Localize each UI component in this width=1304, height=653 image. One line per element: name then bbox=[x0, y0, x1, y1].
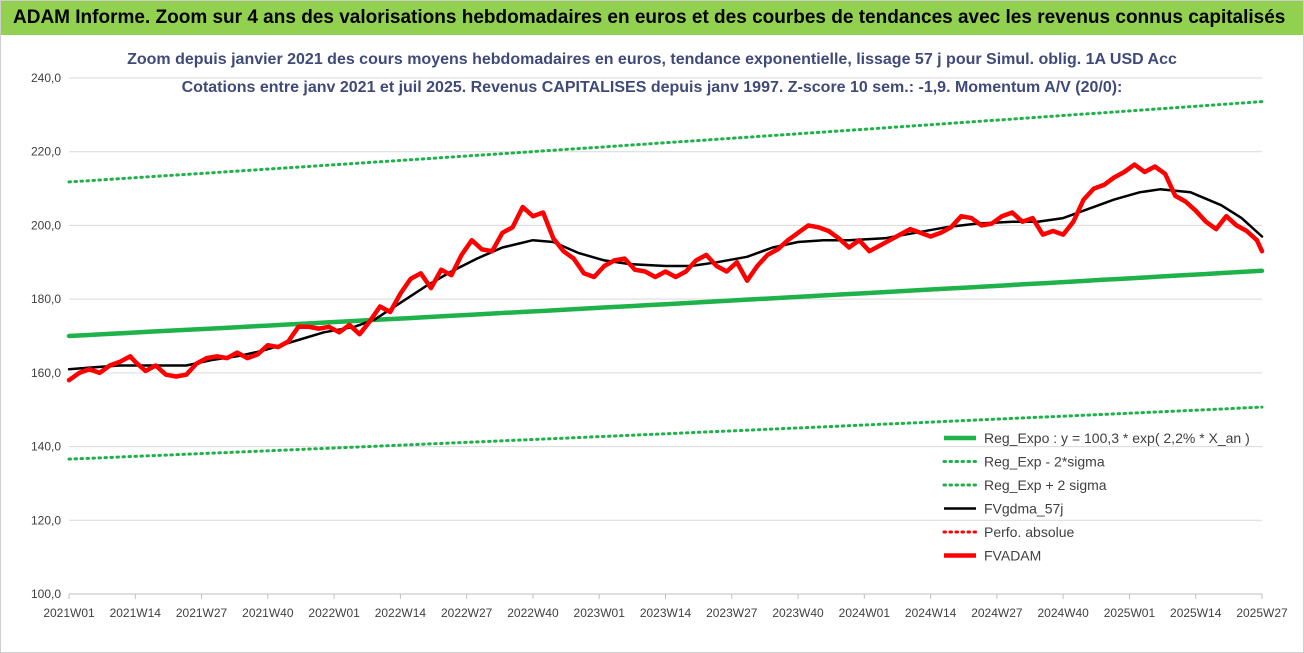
x-tick-label-10: 2023W27 bbox=[706, 606, 758, 620]
series-line-0 bbox=[66, 268, 1265, 339]
x-tick-label-14: 2024W27 bbox=[971, 606, 1023, 620]
series-line-1 bbox=[67, 405, 1264, 461]
series-line-5 bbox=[66, 162, 1265, 383]
legend-label-3: FVgdma_57j bbox=[984, 501, 1063, 517]
x-tick-label-16: 2025W01 bbox=[1104, 606, 1156, 620]
x-tick-label-12: 2024W01 bbox=[839, 606, 891, 620]
series-line-2 bbox=[67, 100, 1264, 184]
x-tick-label-4: 2022W01 bbox=[308, 606, 360, 620]
x-tick-label-13: 2024W14 bbox=[905, 606, 957, 620]
x-tick-label-9: 2023W14 bbox=[640, 606, 692, 620]
chart-title: Zoom depuis janvier 2021 des cours moyen… bbox=[127, 51, 1177, 68]
legend-label-2: Reg_Exp + 2 sigma bbox=[984, 477, 1107, 493]
legend-label-1: Reg_Exp - 2*sigma bbox=[984, 454, 1105, 470]
x-tick-label-5: 2022W14 bbox=[375, 606, 427, 620]
legend-label-5: FVADAM bbox=[984, 548, 1041, 564]
x-tick-label-6: 2022W27 bbox=[441, 606, 493, 620]
legend-label-0: Reg_Expo : y = 100,3 * exp( 2,2% * X_an … bbox=[984, 430, 1250, 446]
chart-subtitle: Cotations entre janv 2021 et juil 2025. … bbox=[181, 79, 1123, 96]
x-tick-label-7: 2022W40 bbox=[507, 606, 559, 620]
x-tick-label-8: 2023W01 bbox=[574, 606, 626, 620]
y-tick-label-1: 120,0 bbox=[31, 513, 61, 527]
y-tick-label-5: 200,0 bbox=[31, 218, 61, 232]
x-tick-label-18: 2025W27 bbox=[1236, 606, 1288, 620]
x-tick-label-2: 2021W27 bbox=[176, 606, 228, 620]
report-banner: ADAM Informe. Zoom sur 4 ans des valoris… bbox=[1, 1, 1303, 35]
y-tick-label-6: 220,0 bbox=[31, 145, 61, 159]
x-tick-label-15: 2024W40 bbox=[1037, 606, 1089, 620]
y-tick-label-0: 100,0 bbox=[31, 587, 61, 601]
x-tick-label-11: 2023W40 bbox=[772, 606, 824, 620]
y-tick-label-3: 160,0 bbox=[31, 366, 61, 380]
legend-label-4: Perfo. absolue bbox=[984, 524, 1074, 540]
y-tick-label-4: 180,0 bbox=[31, 292, 61, 306]
x-tick-label-0: 2021W01 bbox=[43, 606, 95, 620]
x-tick-label-1: 2021W14 bbox=[110, 606, 162, 620]
y-tick-label-2: 140,0 bbox=[31, 440, 61, 454]
y-tick-label-7: 240,0 bbox=[31, 71, 61, 85]
x-tick-label-3: 2021W40 bbox=[242, 606, 294, 620]
x-tick-label-17: 2025W14 bbox=[1170, 606, 1222, 620]
